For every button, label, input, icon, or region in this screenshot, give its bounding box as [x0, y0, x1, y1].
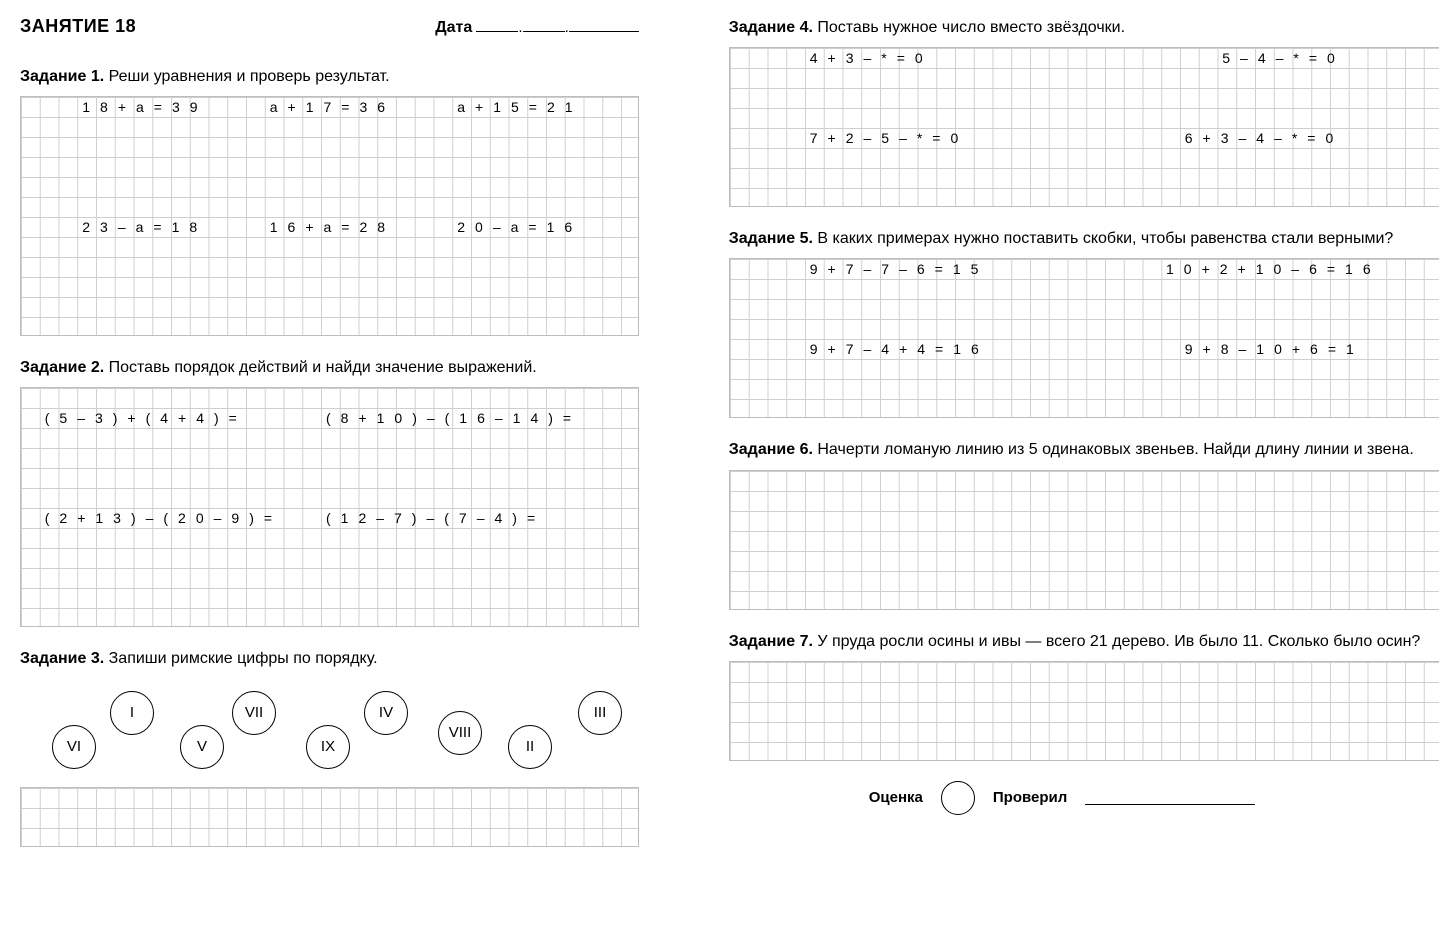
task-3-circles: VIIVVIIIXIVVIIIIIIII — [20, 679, 639, 779]
task-3-grid[interactable] — [20, 787, 639, 847]
task-2-text: Поставь порядок действий и найди значени… — [109, 359, 537, 376]
grid-entry: 18+а=39 — [77, 97, 207, 117]
task-1-text: Реши уравнения и проверь результат. — [109, 68, 390, 85]
roman-circle: III — [578, 691, 622, 735]
task-6-text: Начерти ломаную линию из 5 одинаковых зв… — [817, 441, 1413, 458]
task-7-grid[interactable] — [729, 661, 1439, 761]
task-3: Задание 3. Запиши римские цифры по поряд… — [20, 647, 639, 846]
grid-entry: 5–4–*=0 — [1217, 48, 1345, 68]
task-6-grid[interactable] — [729, 470, 1439, 610]
grid-entry: а+15=21 — [452, 97, 582, 117]
grid-entry: (12–7)–(7–4)= — [321, 508, 545, 528]
task-1-label: Задание 1. — [20, 68, 104, 85]
task-6-label: Задание 6. — [729, 441, 813, 458]
grid-entry: 9+7–7–6=15 — [805, 259, 989, 279]
grid-entry: 9+7–4+4=16 — [805, 339, 989, 359]
task-2-grid[interactable]: (5–3)+(4+4)= (8+10)–(16–14)= (2+13)–(20–9)… — [20, 387, 639, 627]
task-4-title: Задание 4. Поставь нужное число вместо з… — [729, 16, 1439, 39]
grid-entry: (2+13)–(20–9)= — [40, 508, 282, 528]
grid-entry: а+17=36 — [265, 97, 395, 117]
task-6: Задание 6. Начерти ломаную линию из 5 од… — [729, 438, 1439, 609]
task-4: Задание 4. Поставь нужное число вместо з… — [729, 16, 1439, 207]
roman-circle: V — [180, 725, 224, 769]
task-2: Задание 2. Поставь порядок действий и на… — [20, 356, 639, 627]
task-5-title: Задание 5. В каких примерах нужно постав… — [729, 227, 1439, 250]
grid-entry: 23–а=18 — [77, 217, 207, 237]
grid-entry: 4+3–*=0 — [805, 48, 933, 68]
task-4-label: Задание 4. — [729, 19, 813, 36]
grid-entry: 20–а=16 — [452, 217, 582, 237]
grid-entry: (5–3)+(4+4)= — [40, 408, 247, 428]
task-4-text: Поставь нужное число вместо звёздочки. — [817, 19, 1125, 36]
checked-blank[interactable] — [1085, 790, 1255, 805]
task-7: Задание 7. У пруда росли осины и ивы — в… — [729, 630, 1439, 761]
roman-circle: VI — [52, 725, 96, 769]
grid-entry: 10+2+10–6=16 — [1161, 259, 1381, 279]
left-column: ЗАНЯТИЕ 18 Дата .. Задание 1. Реши уравн… — [20, 16, 639, 867]
task-4-grid[interactable]: 4+3–*=0 5–4–*=0 7+2–5–*=0 6+3–4–*=0 — [729, 47, 1439, 207]
roman-circle: IX — [306, 725, 350, 769]
roman-circle: II — [508, 725, 552, 769]
worksheet-page: ЗАНЯТИЕ 18 Дата .. Задание 1. Реши уравн… — [20, 16, 1419, 867]
task-2-label: Задание 2. — [20, 359, 104, 376]
task-5: Задание 5. В каких примерах нужно постав… — [729, 227, 1439, 418]
lesson-title: ЗАНЯТИЕ 18 — [20, 16, 136, 37]
task-5-grid[interactable]: 9+7–7–6=15 10+2+10–6=16 9+7–4+4=16 9+8–10+6… — [729, 258, 1439, 418]
grade-label: Оценка — [869, 789, 923, 806]
date-field: Дата .. — [435, 17, 639, 37]
task-6-title: Задание 6. Начерти ломаную линию из 5 од… — [729, 438, 1439, 461]
task-1-grid[interactable]: 18+а=39 а+17=36 а+15=21 23–а=18 16+а=28 20–а=… — [20, 96, 639, 336]
date-blank-year[interactable] — [569, 17, 639, 32]
task-3-text: Запиши римские цифры по порядку. — [109, 650, 378, 667]
roman-circle: VIII — [438, 711, 482, 755]
right-column: Задание 4. Поставь нужное число вместо з… — [729, 16, 1439, 867]
grid-entry: 16+а=28 — [265, 217, 395, 237]
task-7-text: У пруда росли осины и ивы — всего 21 дер… — [817, 633, 1420, 650]
grid-entry: 6+3–4–*=0 — [1180, 128, 1344, 148]
task-2-title: Задание 2. Поставь порядок действий и на… — [20, 356, 639, 379]
grid-entry: 7+2–5–*=0 — [805, 128, 969, 148]
task-7-label: Задание 7. — [729, 633, 813, 650]
task-1: Задание 1. Реши уравнения и проверь резу… — [20, 65, 639, 336]
grid-entry: 9+8–10+6=1 — [1180, 339, 1364, 359]
task-5-text: В каких примерах нужно поставить скобки,… — [817, 230, 1393, 247]
roman-circle: VII — [232, 691, 276, 735]
date-blank-day[interactable] — [476, 17, 518, 32]
footer: Оценка Проверил — [729, 781, 1439, 815]
checked-label: Проверил — [993, 789, 1067, 806]
task-3-label: Задание 3. — [20, 650, 104, 667]
date-label: Дата — [435, 19, 472, 36]
date-blank-month[interactable] — [523, 17, 565, 32]
roman-circle: I — [110, 691, 154, 735]
task-7-title: Задание 7. У пруда росли осины и ивы — в… — [729, 630, 1439, 653]
task-3-title: Задание 3. Запиши римские цифры по поряд… — [20, 647, 639, 670]
task-1-title: Задание 1. Реши уравнения и проверь резу… — [20, 65, 639, 88]
task-5-label: Задание 5. — [729, 230, 813, 247]
roman-circle: IV — [364, 691, 408, 735]
grid-entry: (8+10)–(16–14)= — [321, 408, 581, 428]
header: ЗАНЯТИЕ 18 Дата .. — [20, 16, 639, 37]
grade-circle[interactable] — [941, 781, 975, 815]
